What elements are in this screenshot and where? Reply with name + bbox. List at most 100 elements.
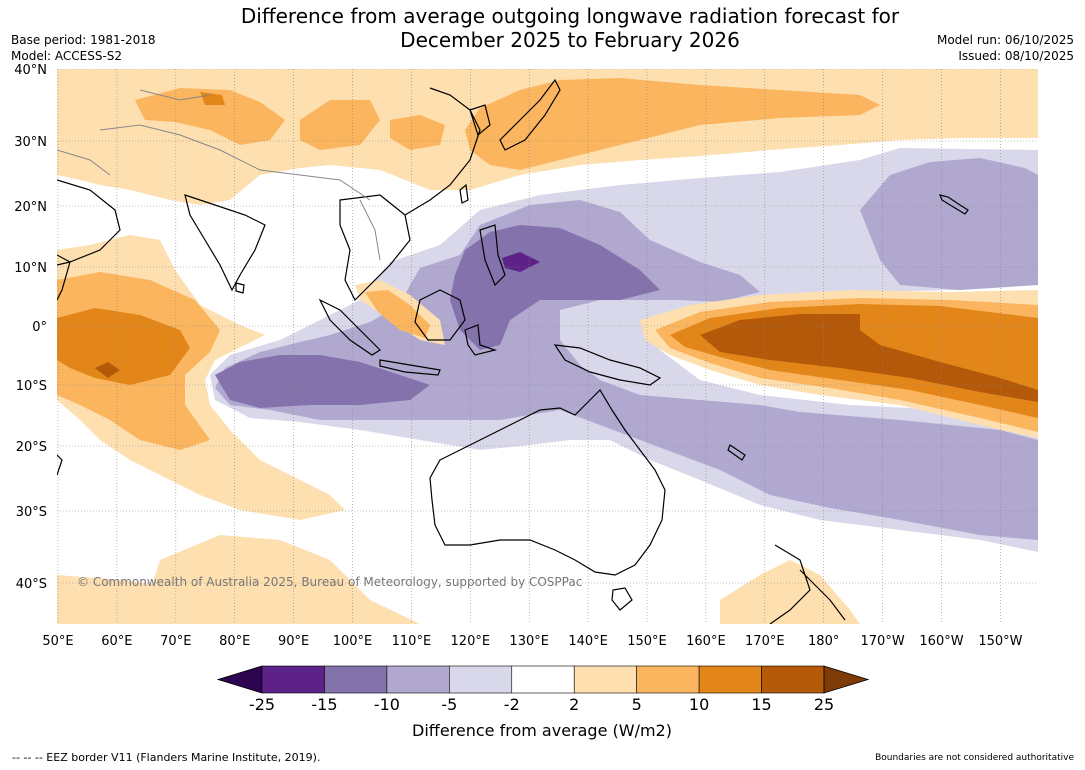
lat-label: 40°S	[16, 577, 47, 592]
anomaly-purple-west-pacific	[215, 200, 1038, 540]
lon-label: 70°E	[160, 634, 191, 649]
coast-indochina	[339, 194, 411, 302]
colorbar-segment	[761, 665, 825, 694]
anomaly-south-east-light-orange	[720, 560, 860, 624]
lat-label: 20°S	[16, 440, 47, 455]
lon-label: 90°E	[278, 634, 309, 649]
colorbar-segment	[698, 665, 762, 694]
lon-label: 160°W	[919, 634, 963, 649]
coast-new-caledonia	[727, 444, 746, 461]
colorbar-segment	[573, 665, 637, 694]
lon-label: 170°E	[745, 634, 785, 649]
lon-label: 80°E	[219, 634, 250, 649]
lat-label: 40°N	[14, 63, 47, 78]
lat-label: 30°S	[16, 505, 47, 520]
anomaly-north-orange-small	[390, 115, 445, 150]
coast-hawaii	[939, 194, 969, 215]
lon-label: 170°W	[861, 634, 905, 649]
colorbar-segment	[386, 665, 450, 694]
coast-new-guinea	[553, 344, 662, 386]
lon-label: 50°E	[42, 634, 73, 649]
colorbar: -25 -15 -10 -5 -2 2 5 10 15 25	[216, 665, 870, 714]
anomaly-darkest-purple	[502, 252, 540, 272]
coast-australia	[429, 389, 666, 576]
colorbar-segment	[324, 665, 388, 694]
coast-sulawesi	[464, 324, 498, 356]
coast-india	[184, 194, 266, 292]
meta-right: Model run: 06/10/2025 Issued: 08/10/2025	[937, 32, 1074, 64]
coast-china	[404, 87, 481, 216]
anomaly-purple-northeast	[860, 158, 1038, 290]
anomaly-west-indian-darkest	[95, 362, 120, 378]
coast-borneo	[414, 289, 466, 341]
coast-madagascar	[57, 454, 63, 476]
coast-taiwan	[459, 183, 469, 204]
lon-label: 60°E	[101, 634, 132, 649]
lon-label: 100°E	[333, 634, 373, 649]
colorbar-segment	[261, 665, 325, 694]
coastlines	[57, 78, 969, 624]
lon-label: 130°E	[509, 634, 549, 649]
coast-tasmania	[611, 587, 633, 611]
colorbar-tick: -15	[311, 695, 337, 714]
map-area: © Commonwealth of Australia 2025, Bureau…	[57, 69, 1038, 624]
coast-new-zealand	[769, 544, 846, 624]
coast-srilanka	[235, 282, 245, 294]
anomaly-north-orange-east	[465, 78, 880, 170]
coast-africa	[57, 261, 71, 301]
lat-label: 10°N	[14, 261, 47, 276]
lon-label: 150°W	[978, 634, 1022, 649]
colorbar-low-extend	[216, 665, 263, 694]
issued-date: Issued: 08/10/2025	[958, 49, 1074, 63]
coast-korea	[469, 104, 491, 137]
colorbar-tick: -2	[504, 695, 520, 714]
anomaly-maritime-orange	[365, 290, 430, 338]
title-line-1: Difference from average outgoing longwav…	[240, 4, 900, 28]
coast-japan	[499, 78, 561, 151]
boundaries-note: Boundaries are not considered authoritat…	[875, 753, 1074, 763]
lat-labels: 40°N 30°N 20°N 10°N 0° 10°S 20°S 30°S 40°S	[14, 63, 47, 592]
anomaly-south-mid-light-orange	[140, 535, 420, 624]
anomaly-darker-purple-indian	[215, 355, 430, 408]
anomaly-west-indian-dark-orange	[57, 308, 190, 385]
lat-label: 30°N	[14, 135, 47, 150]
meta-left: Base period: 1981-2018 Model: ACCESS-S2	[11, 32, 156, 64]
colorbar-tick: 2	[569, 695, 579, 714]
colorbar-tick: -25	[249, 695, 275, 714]
coast-java	[379, 359, 441, 376]
colorbar-label: Difference from average (W/m2)	[412, 721, 672, 740]
anomaly-darker-purple-philippines	[450, 225, 660, 350]
colorbar-tick: 15	[751, 695, 771, 714]
map-title: Difference from average outgoing longwav…	[160, 4, 980, 52]
coast-philippines	[479, 224, 506, 287]
lat-label: 0°	[32, 320, 47, 335]
model-run: Model run: 06/10/2025	[936, 33, 1074, 47]
colorbar-tick: 10	[689, 695, 709, 714]
lon-label: 140°E	[568, 634, 608, 649]
anomaly-pacific-darkest-orange	[700, 314, 1038, 402]
colorbar-segment	[636, 665, 700, 694]
title-line-2: December 2025 to February 2026	[400, 28, 740, 52]
coast-sumatra	[318, 298, 381, 356]
lat-label: 10°S	[16, 379, 47, 394]
lon-label: 120°E	[451, 634, 491, 649]
colorbar-tick: 25	[814, 695, 834, 714]
colorbar-tick: -5	[441, 695, 457, 714]
eez-note: -- -- -- EEZ border V11 (Flanders Marine…	[12, 751, 321, 764]
lon-label: 110°E	[392, 634, 432, 649]
lon-labels: 50°E 60°E 70°E 80°E 90°E 100°E 110°E 120°E 130°E…	[42, 634, 1022, 649]
base-period: Base period: 1981-2018	[11, 33, 156, 47]
colorbar-high-extend	[823, 665, 870, 694]
lon-label: 180°	[808, 634, 839, 649]
lat-label: 20°N	[14, 200, 47, 215]
colorbar-tick: -10	[374, 695, 400, 714]
colorbar-segment	[511, 665, 575, 694]
country-borders	[57, 89, 381, 261]
anomaly-north-orange-tibet	[300, 100, 380, 150]
copyright-notice: © Commonwealth of Australia 2025, Bureau…	[77, 575, 582, 589]
lon-label: 150°E	[627, 634, 667, 649]
map-gridlines	[57, 69, 1038, 624]
colorbar-tick: 5	[632, 695, 642, 714]
model-name: Model: ACCESS-S2	[11, 49, 123, 63]
